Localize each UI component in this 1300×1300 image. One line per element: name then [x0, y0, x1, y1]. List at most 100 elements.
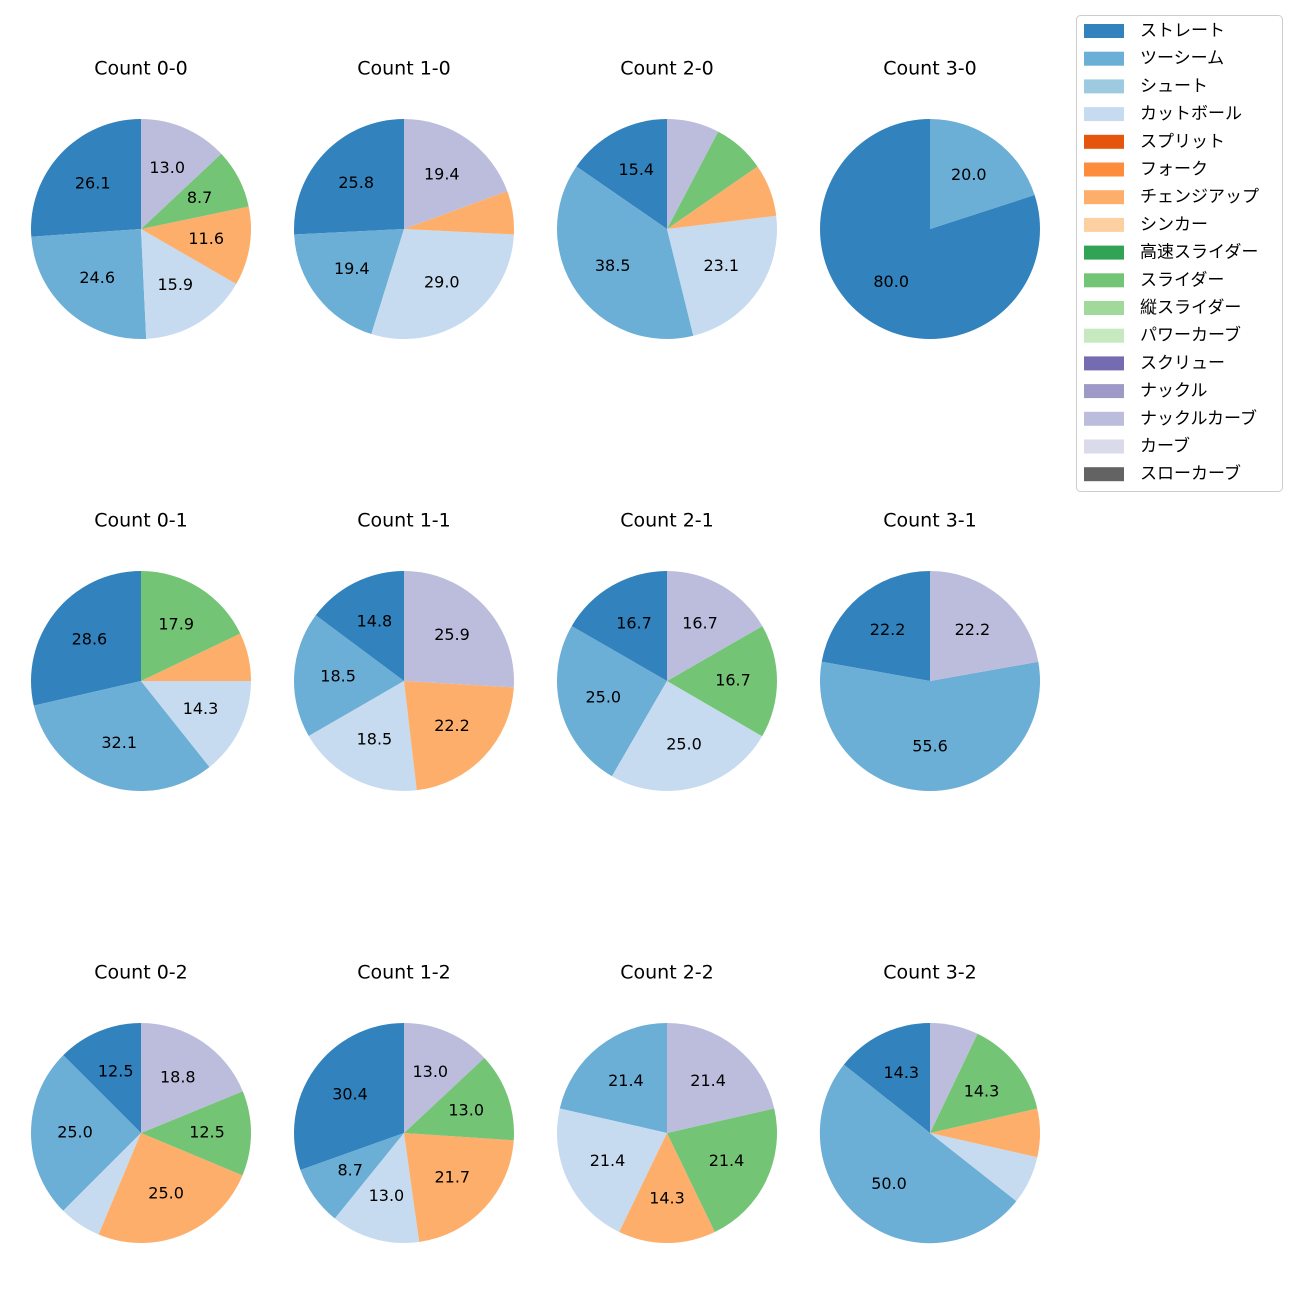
legend-item: シンカー	[1084, 215, 1208, 235]
slice-label: 20.0	[951, 165, 987, 184]
slice-label: 18.5	[320, 667, 356, 686]
legend-swatch	[1084, 328, 1124, 343]
pie-slice	[294, 119, 404, 235]
slice-label: 21.7	[434, 1167, 470, 1186]
pie-slice	[294, 229, 404, 335]
slice-label: 21.4	[690, 1071, 726, 1090]
slice-label: 18.5	[357, 730, 393, 749]
pie-title: Count 1-1	[357, 510, 451, 532]
slice-label: 24.6	[79, 268, 115, 287]
pie-slice	[559, 1023, 667, 1133]
pie-slice	[667, 131, 758, 229]
slice-label: 19.4	[424, 164, 460, 183]
pie-slice	[667, 1023, 775, 1133]
pie-slice	[98, 1133, 243, 1243]
pie-slice	[404, 191, 514, 235]
slice-label: 21.4	[709, 1151, 745, 1170]
pie-title: Count 3-1	[883, 510, 977, 532]
pie-slice	[930, 119, 1035, 229]
slice-label: 12.5	[98, 1062, 134, 1081]
pie-slice	[294, 615, 404, 736]
legend-label: スローカーブ	[1140, 463, 1241, 484]
pie-3: Count 2-0 15.4 38.5 23.1	[556, 58, 778, 339]
slice-label: 28.6	[72, 629, 108, 648]
legend-item: ストレート	[1084, 21, 1225, 41]
slice-label: 55.6	[912, 737, 948, 756]
legend-swatch	[1084, 301, 1124, 315]
pie-title: Count 2-2	[620, 962, 714, 984]
pie-slice	[667, 166, 777, 229]
pie-slice	[334, 1133, 420, 1244]
slice-label: 25.9	[434, 625, 470, 644]
legend-item: カットボール	[1084, 104, 1242, 124]
pie-slice	[141, 206, 251, 284]
legend-label: 縦スライダー	[1140, 298, 1241, 318]
slice-label: 23.1	[703, 256, 739, 275]
pie-title: Count 1-2	[357, 962, 451, 984]
slice-label: 50.0	[871, 1174, 907, 1193]
pie-slice	[141, 571, 241, 681]
slice-label: 14.3	[183, 699, 219, 718]
pie-slice	[293, 1023, 404, 1171]
legend-label: カーブ	[1140, 436, 1190, 457]
pie-1: Count 0-0 26.1 24.6 15.9 11.6 8.713.0	[31, 58, 251, 340]
pie-slice	[141, 153, 249, 229]
slice-label: 25.0	[666, 734, 702, 753]
pie-slice	[141, 119, 222, 229]
slice-label: 13.0	[412, 1062, 448, 1081]
pie-slice	[404, 681, 514, 791]
legend-swatch	[1084, 190, 1124, 205]
pie-slice	[141, 681, 251, 768]
legend-swatch	[1084, 467, 1124, 482]
pie-slice	[843, 1023, 930, 1133]
slice-label: 21.4	[608, 1071, 644, 1090]
pie-slice	[557, 1108, 667, 1233]
legend-swatch	[1084, 384, 1124, 399]
slice-label: 13.0	[448, 1100, 484, 1119]
pie-slice	[371, 229, 514, 340]
pie-slice	[619, 1133, 715, 1243]
pie-slice	[404, 571, 514, 688]
legend-swatch	[1084, 245, 1124, 260]
pie-slice	[930, 1023, 978, 1133]
pie-slice	[404, 1022, 485, 1133]
slice-label: 14.3	[883, 1063, 919, 1082]
slice-label: 11.6	[188, 229, 224, 248]
slice-label: 16.7	[616, 613, 652, 632]
pie-title: Count 3-2	[883, 962, 977, 984]
pie-slice	[308, 681, 417, 792]
slice-label: 38.5	[595, 256, 631, 275]
pie-7: Count 2-1 16.7 25.0 25.0 16.7 16.7	[557, 510, 778, 791]
pie-title: Count 2-0	[620, 58, 714, 80]
legend-label: カットボール	[1140, 104, 1242, 124]
pie-slice	[667, 119, 719, 229]
legend-item: 縦スライダー	[1084, 298, 1241, 318]
pie-slice	[820, 661, 1040, 792]
pie-slice	[404, 1133, 514, 1242]
slice-label: 15.9	[157, 275, 193, 294]
legend-label: ナックルカーブ	[1140, 408, 1257, 429]
pie-slice	[404, 1057, 515, 1141]
pie-slice	[930, 1033, 1038, 1133]
pie-slice	[141, 1091, 251, 1176]
legend-swatch	[1084, 107, 1124, 122]
pie-slice	[30, 571, 141, 706]
legend-swatch	[1084, 273, 1124, 288]
slice-label: 25.0	[57, 1123, 93, 1142]
pie-slice	[930, 1133, 1038, 1202]
legend-item: ツーシーム	[1084, 49, 1224, 69]
legend-label: ナックル	[1140, 381, 1208, 401]
slice-label: 22.2	[434, 716, 470, 735]
legend-label: パワーカーブ	[1140, 325, 1241, 346]
slice-label: 80.0	[873, 272, 909, 291]
pie-slice	[556, 166, 694, 339]
legend-swatch	[1084, 134, 1124, 149]
legend-item: スクリュー	[1084, 353, 1225, 373]
pie-slice	[141, 229, 237, 339]
pie-slice	[820, 119, 1041, 339]
pie-slice	[141, 1023, 243, 1133]
slice-label: 14.3	[649, 1189, 685, 1208]
slice-label: 22.2	[870, 620, 906, 639]
slice-label: 25.0	[585, 688, 621, 707]
